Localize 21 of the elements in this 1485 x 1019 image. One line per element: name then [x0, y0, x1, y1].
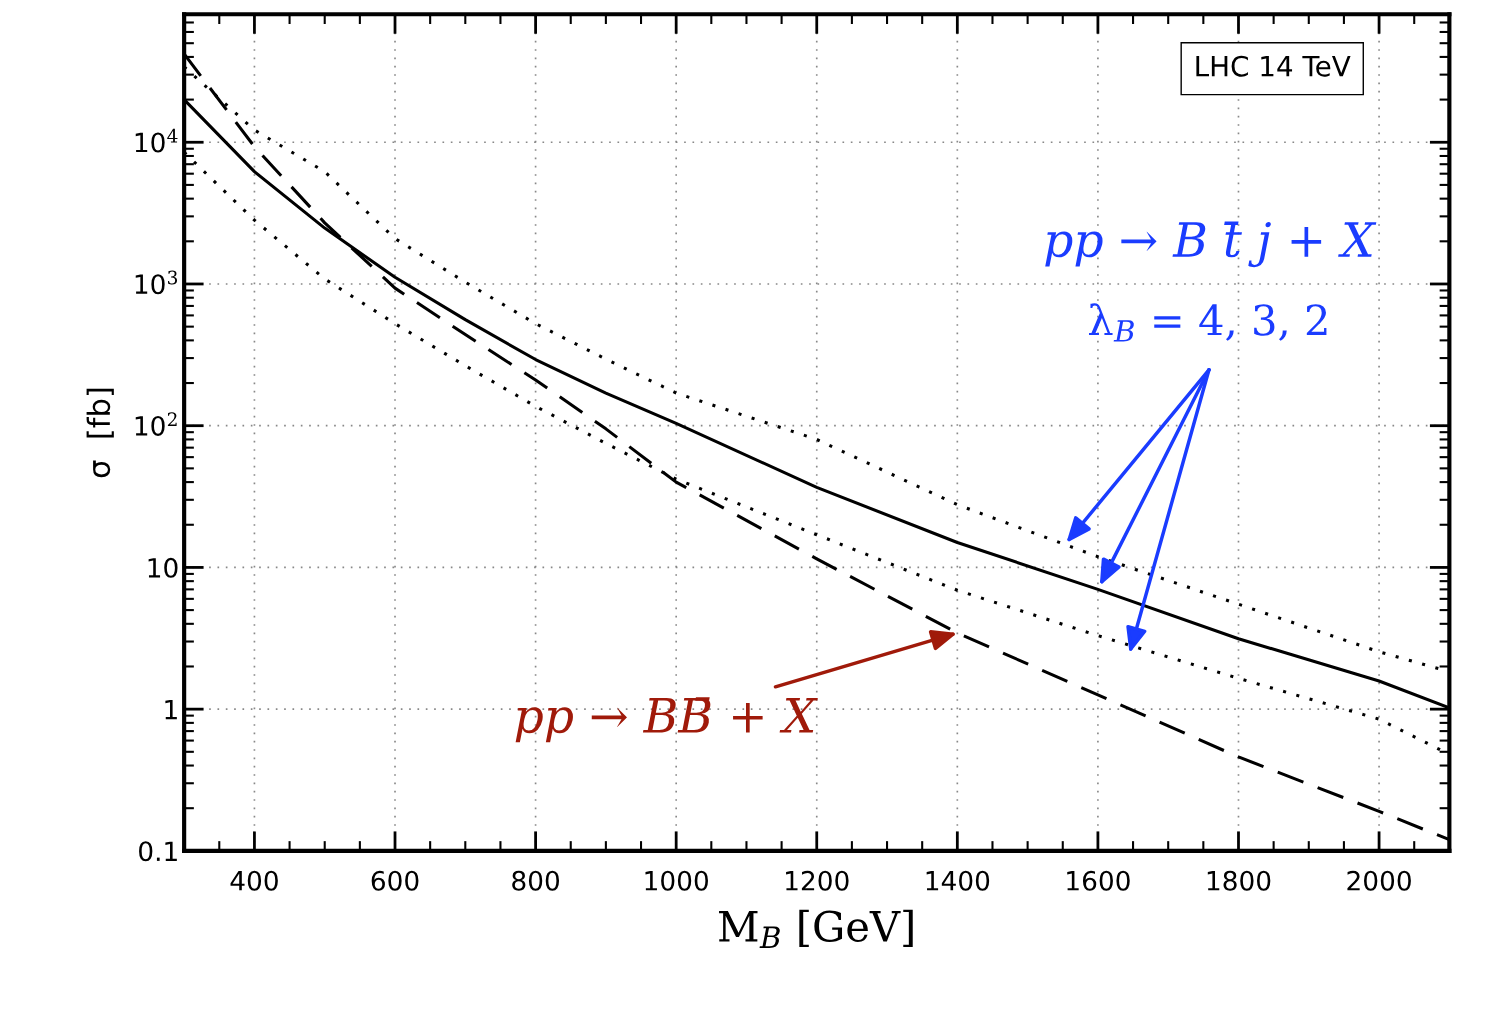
x-tick-label: 1800 — [1207, 870, 1271, 891]
annotation: LHC 14 TeV — [1196, 55, 1351, 77]
x-tick-label: 800 — [512, 870, 560, 891]
y-tick-label: 10$^{3}$ — [135, 270, 178, 295]
annotation: pp → BB̄ + X — [515, 697, 818, 743]
x-tick-label: 1200 — [786, 870, 849, 891]
x-tick-label: 1000 — [645, 870, 708, 891]
x-tick-label: 400 — [230, 870, 278, 891]
y-tick-label: 10$^{2}$ — [135, 412, 177, 436]
x-tick-label: 1400 — [926, 870, 990, 891]
annotation: pp → B t̄ j + X — [1045, 221, 1377, 268]
x-axis-title: M$_{B}$ [GeV] — [719, 909, 913, 948]
y-tick-label: 0.1 — [139, 841, 177, 862]
x-tick-label: 2000 — [1347, 870, 1411, 891]
annotation: λ$_{B}$ = 4, 3, 2 — [1089, 303, 1327, 342]
y-tick-label: 10 — [148, 557, 178, 578]
x-tick-label: 1600 — [1067, 870, 1130, 891]
y-tick-label: 1 — [165, 699, 177, 720]
y-tick-label: 10$^{4}$ — [135, 128, 178, 153]
y-axis-title: σ [fb] — [86, 388, 114, 478]
x-tick-label: 600 — [371, 870, 419, 891]
